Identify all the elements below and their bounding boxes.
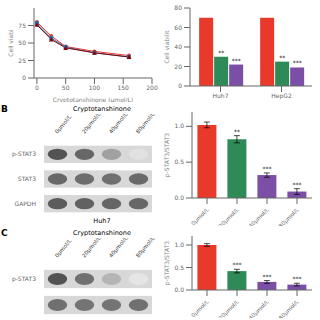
- svg-text:20μmol/L: 20μmol/L: [81, 238, 103, 259]
- svg-text:50: 50: [18, 39, 26, 46]
- svg-text:1.0: 1.0: [174, 122, 184, 129]
- svg-text:80μmol/L: 80μmol/L: [277, 298, 301, 318]
- svg-text:75: 75: [18, 22, 26, 29]
- svg-text:200: 200: [146, 84, 158, 91]
- svg-text:80: 80: [174, 4, 182, 11]
- svg-text:***: ***: [262, 165, 271, 172]
- svg-text:**: **: [279, 54, 285, 61]
- svg-text:Cell viabilit: Cell viabilit: [163, 30, 170, 64]
- svg-text:**: **: [234, 128, 240, 135]
- svg-text:150: 150: [117, 84, 129, 91]
- svg-text:40μmol/L: 40μmol/L: [247, 298, 271, 318]
- svg-text:60: 60: [174, 24, 182, 31]
- svg-text:20μmol/L: 20μmol/L: [217, 298, 241, 318]
- svg-text:0: 0: [178, 82, 182, 89]
- svg-text:***: ***: [232, 57, 241, 64]
- svg-text:0: 0: [35, 84, 39, 91]
- svg-text:0μmol/L: 0μmol/L: [54, 238, 74, 259]
- svg-text:HepG2: HepG2: [271, 92, 292, 100]
- svg-text:p-STAT3: p-STAT3: [12, 150, 36, 158]
- svg-text:1.0: 1.0: [174, 241, 184, 248]
- svg-text:0.0: 0.0: [174, 194, 184, 201]
- svg-text:0.5: 0.5: [174, 264, 184, 271]
- svg-text:p-STAT3: p-STAT3: [12, 275, 36, 283]
- svg-text:***: ***: [293, 59, 302, 66]
- svg-text:80μmol/L: 80μmol/L: [277, 206, 301, 226]
- svg-text:***: ***: [292, 181, 301, 188]
- svg-text:50: 50: [62, 84, 70, 91]
- svg-text:100: 100: [89, 84, 101, 91]
- svg-text:0μmol/L: 0μmol/L: [190, 206, 211, 226]
- svg-text:0.5: 0.5: [174, 158, 184, 165]
- svg-text:Cryptotanshinone (μmol/L): Cryptotanshinone (μmol/L): [53, 96, 133, 102]
- svg-text:80μmol/L: 80μmol/L: [135, 114, 157, 135]
- html-text:Huh7: Huh7: [93, 217, 111, 225]
- svg-text:40μmol/L: 40μmol/L: [108, 238, 130, 259]
- svg-text:40μmol/L: 40μmol/L: [247, 206, 271, 226]
- svg-text:***: ***: [292, 275, 301, 282]
- svg-text:STAT3: STAT3: [18, 175, 36, 182]
- svg-text:20μmol/L: 20μmol/L: [217, 206, 241, 226]
- svg-text:Cell viabi: Cell viabi: [8, 29, 14, 57]
- svg-text:20: 20: [174, 63, 182, 70]
- svg-text:80μmol/L: 80μmol/L: [135, 238, 157, 259]
- svg-text:GAPDH: GAPDH: [14, 200, 36, 207]
- svg-text:0: 0: [22, 74, 26, 81]
- html-text:Cryptotanshinone: Cryptotanshinone: [73, 229, 131, 237]
- svg-text:0μmol/L: 0μmol/L: [190, 298, 211, 318]
- svg-text:Huh7: Huh7: [213, 92, 229, 99]
- svg-text:***: ***: [232, 261, 241, 268]
- html-text:B: B: [1, 104, 8, 114]
- svg-text:**: **: [218, 49, 224, 56]
- svg-text:20μmol/L: 20μmol/L: [81, 114, 103, 135]
- svg-text:p-STAT3/STAT3: p-STAT3/STAT3: [163, 241, 171, 285]
- svg-text:0.0: 0.0: [174, 286, 184, 293]
- svg-text:25: 25: [18, 57, 26, 64]
- svg-text:40μmol/L: 40μmol/L: [108, 114, 130, 135]
- html-text:Cryptotanshinone: Cryptotanshinone: [73, 105, 131, 113]
- svg-text:p-STAT3/STAT3: p-STAT3/STAT3: [163, 133, 171, 177]
- html-text:C: C: [1, 228, 8, 238]
- svg-text:***: ***: [262, 273, 271, 280]
- svg-text:0μmol/L: 0μmol/L: [54, 114, 74, 135]
- svg-text:40: 40: [174, 43, 182, 50]
